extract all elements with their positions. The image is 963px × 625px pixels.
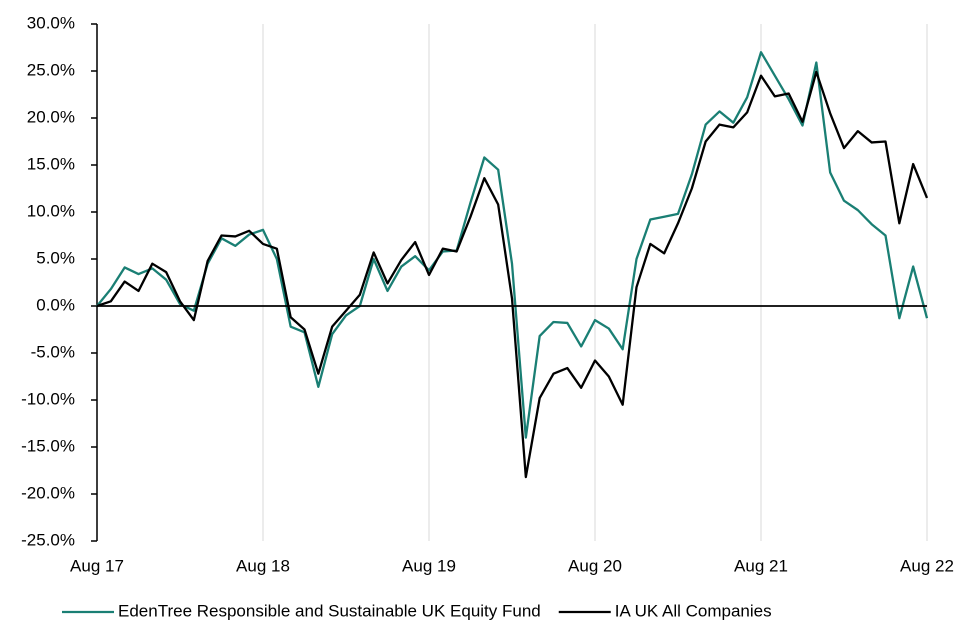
x-tick-label: Aug 19 — [402, 556, 456, 575]
x-tick-label: Aug 17 — [70, 556, 124, 575]
y-tick-label: -25.0% — [21, 530, 75, 549]
y-tick-label: -5.0% — [31, 342, 75, 361]
legend-label: IA UK All Companies — [615, 601, 772, 620]
y-tick-label: 10.0% — [27, 201, 75, 220]
y-tick-label: 30.0% — [27, 13, 75, 32]
y-tick-label: 5.0% — [36, 248, 75, 267]
y-tick-label: 25.0% — [27, 60, 75, 79]
y-tick-label: 20.0% — [27, 107, 75, 126]
x-tick-label: Aug 20 — [568, 556, 622, 575]
y-tick-label: -10.0% — [21, 389, 75, 408]
series-line — [96, 70, 929, 479]
y-tick-label: 0.0% — [36, 295, 75, 314]
x-tick-label: Aug 22 — [900, 556, 954, 575]
x-tick-label: Aug 18 — [236, 556, 290, 575]
y-tick-label: 15.0% — [27, 154, 75, 173]
series-line — [96, 51, 929, 439]
x-tick-label: Aug 21 — [734, 556, 788, 575]
legend-label: EdenTree Responsible and Sustainable UK … — [118, 601, 541, 620]
y-tick-label: -20.0% — [21, 483, 75, 502]
y-tick-label: -15.0% — [21, 436, 75, 455]
